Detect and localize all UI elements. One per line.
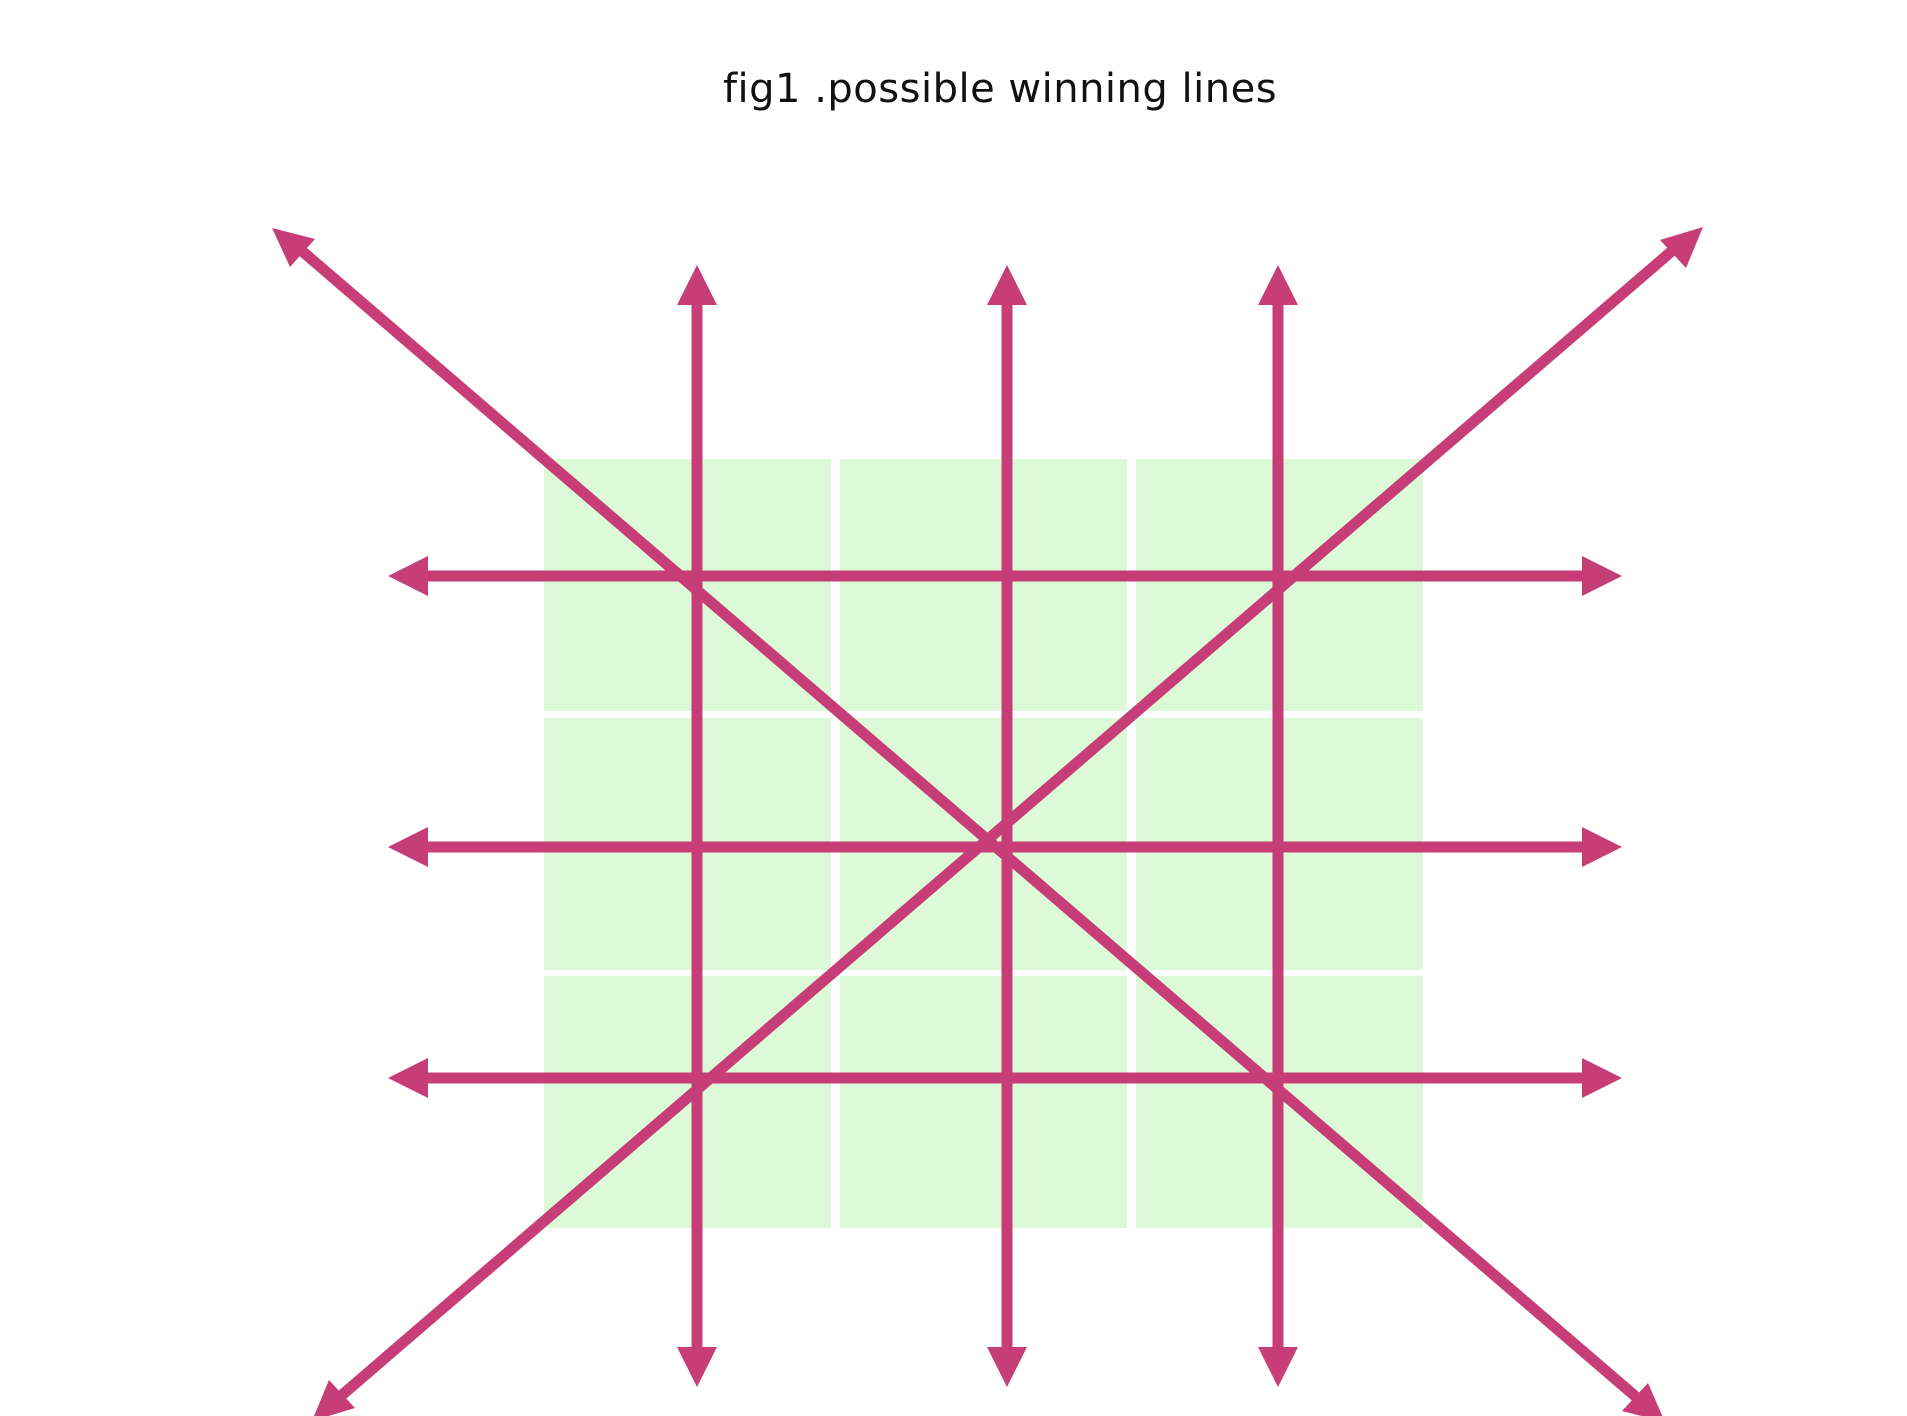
- figure-title: fig1 .possible winning lines: [722, 66, 1278, 112]
- column-1-line: [677, 265, 717, 1387]
- column-3-line: [1258, 265, 1298, 1387]
- diagonal-line-bottom-left-top-right: [314, 227, 1703, 1416]
- winning-lines: [272, 227, 1703, 1416]
- diagonal-line-top-left-bottom-right: [272, 228, 1663, 1416]
- board-cell: [840, 976, 1127, 1228]
- board-cell: [840, 459, 1127, 711]
